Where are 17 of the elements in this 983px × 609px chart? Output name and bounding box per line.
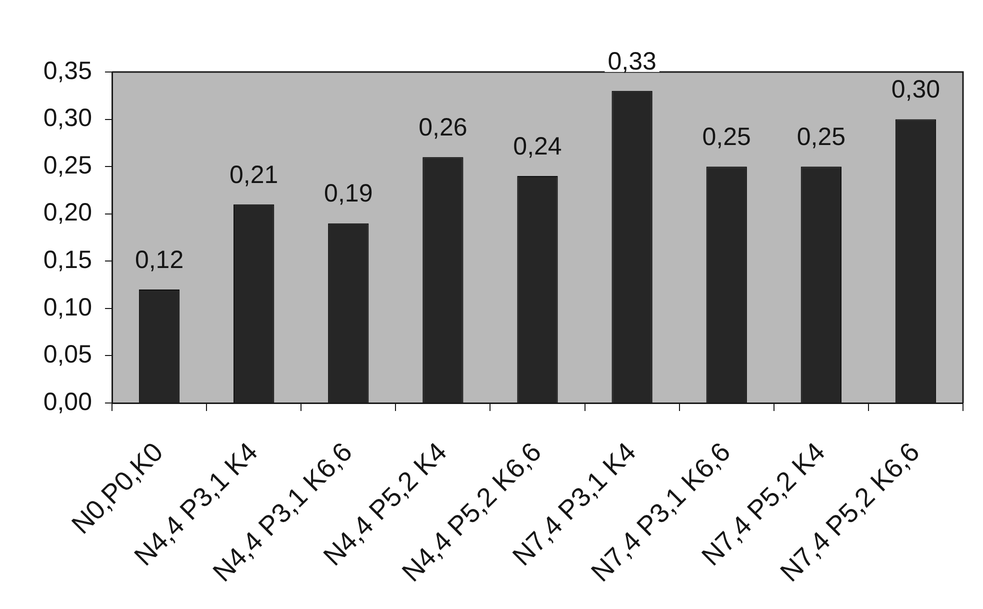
y-tick-label: 0,25: [43, 151, 92, 180]
y-tick-label: 0,05: [43, 340, 92, 369]
y-tick-label: 0,30: [43, 104, 92, 132]
data-label: 0,19: [324, 180, 373, 208]
data-label: 0,33: [608, 47, 656, 76]
y-tick-label: 0,20: [43, 198, 92, 227]
data-label: 0,26: [418, 114, 468, 142]
y-tick-label: 0,00: [43, 388, 92, 416]
y-tick-label: 0,35: [43, 56, 92, 85]
data-label: 0,25: [796, 122, 846, 151]
y-tick-label: 0,10: [43, 293, 92, 322]
data-label: 0,12: [134, 246, 184, 274]
data-label: 0,30: [891, 76, 940, 104]
y-tick-label: 0,15: [43, 246, 92, 274]
data-label: 0,21: [229, 160, 278, 189]
data-label: 0,25: [702, 122, 751, 151]
data-label: 0,24: [513, 132, 562, 160]
